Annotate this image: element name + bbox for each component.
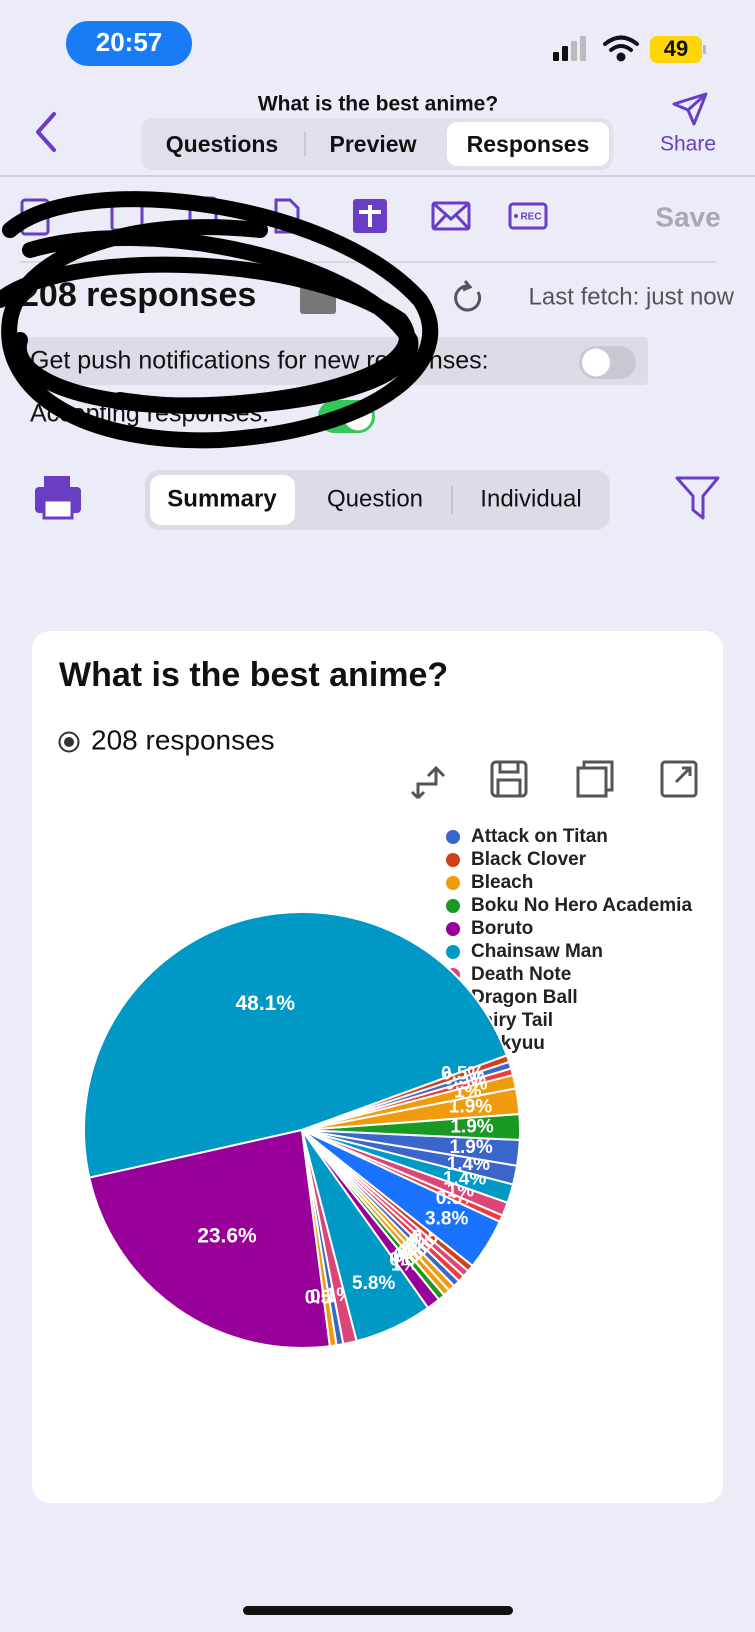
slice-label: 0.5%: [441, 1063, 484, 1084]
signal: [553, 36, 586, 61]
legend-label: Attack on Titan: [471, 826, 608, 847]
radio[interactable]: [58, 731, 80, 753]
slice-label: 1.9%: [450, 1117, 493, 1138]
legend-label: Boruto: [471, 918, 533, 939]
view-tab[interactable]: Individual: [480, 485, 581, 512]
share-icon[interactable]: [672, 92, 708, 126]
legend-dot: [446, 899, 460, 913]
legend-dot: [446, 853, 460, 867]
home-indicator: [243, 1606, 513, 1615]
legend-label: Black Clover: [471, 849, 587, 870]
legend-label: Death Note: [471, 964, 571, 985]
time-pill: [66, 21, 192, 66]
view-tab[interactable]: Question: [327, 485, 423, 512]
legend-label: Bleach: [471, 872, 533, 893]
tab-selected: [447, 122, 609, 166]
tab[interactable]: Questions: [166, 131, 278, 157]
legend-label: Dragon Ball: [471, 987, 578, 1008]
share-label[interactable]: Share: [660, 133, 716, 156]
view-tab[interactable]: Summary: [167, 485, 277, 512]
slice-label: 1.9%: [449, 1137, 492, 1158]
slice-label: 48.1%: [235, 992, 295, 1015]
wifi: [603, 35, 639, 62]
legend-label: Boku No Hero Academia: [471, 895, 692, 916]
slice-label: 5.8%: [352, 1273, 395, 1294]
back-button[interactable]: [36, 112, 56, 152]
legend-dot: [446, 830, 460, 844]
last-fetch: Last fetch: just now: [529, 283, 735, 310]
slice-label: 23.6%: [197, 1225, 257, 1248]
pie-slice: [301, 1054, 511, 1131]
pie-slice: [83, 911, 509, 1179]
card-responses: 208 responses: [91, 724, 275, 755]
rec-text: REC: [520, 212, 541, 223]
battery-tip: [703, 45, 706, 54]
battery-level: 49: [664, 36, 688, 61]
slice-label: 1.9%: [449, 1096, 492, 1117]
view-selected: [150, 475, 295, 525]
slice-label: 3.8%: [425, 1208, 468, 1229]
pie-slice: [88, 1128, 332, 1349]
rec-icon[interactable]: [508, 202, 548, 230]
refresh-icon[interactable]: [454, 284, 482, 312]
scribble: [0, 191, 439, 449]
save-button[interactable]: Save: [655, 201, 720, 232]
legend-label: Chainsaw Man: [471, 941, 603, 962]
nav-title: What is the best anime?: [258, 93, 498, 116]
legend-dot: [446, 922, 460, 936]
tab[interactable]: Responses: [467, 131, 590, 157]
chart-tools[interactable]: [410, 760, 698, 800]
legend-dot: [446, 876, 460, 890]
tab[interactable]: Preview: [330, 131, 417, 157]
print-icon[interactable]: [35, 476, 81, 520]
time: 20:57: [96, 27, 163, 57]
push-row: [20, 337, 648, 385]
mail-icon[interactable]: [431, 201, 471, 231]
card-title: What is the best anime?: [59, 656, 448, 694]
battery: [650, 36, 702, 63]
legend-dot: [446, 945, 460, 959]
filter-icon[interactable]: [675, 476, 720, 520]
